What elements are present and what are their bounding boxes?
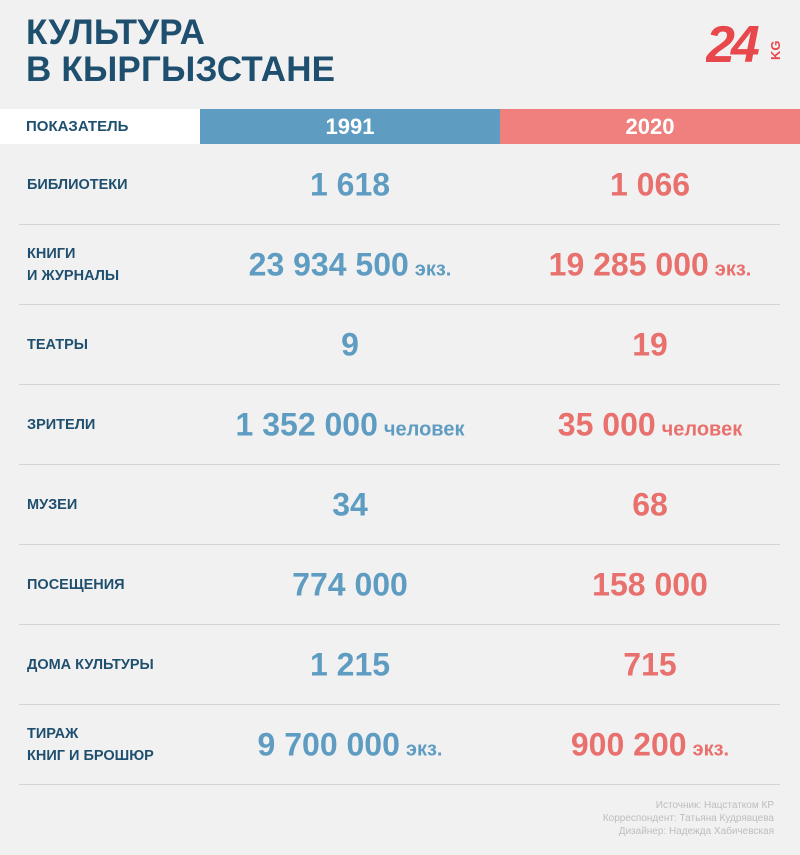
value-2020-number: 1 066 xyxy=(609,166,691,202)
header-indicator: ПОКАЗАТЕЛЬ xyxy=(0,109,200,144)
value-2020-number: 68 xyxy=(632,486,668,522)
title-line-1: КУЛЬТУРА xyxy=(26,13,206,52)
row-label-line: КНИГИ xyxy=(27,245,76,262)
value-2020: 68 xyxy=(632,486,668,523)
logo-number: 24 xyxy=(706,18,760,66)
table-row: ТЕАТРЫ 9 19 xyxy=(19,305,780,385)
value-2020-number: 19 285 000 xyxy=(548,246,709,282)
value-1991: 1 215 xyxy=(310,646,390,683)
value-1991: 1 352 000 человек xyxy=(236,406,465,443)
row-label: ДОМА КУЛЬТУРЫ xyxy=(27,654,154,676)
value-2020: 900 200 экз. xyxy=(571,726,729,763)
table-row: КНИГИ И ЖУРНАЛЫ 23 934 500 экз. 19 285 000 эк… xyxy=(19,225,780,305)
row-label-line: ТИРАЖ xyxy=(27,725,79,742)
value-2020-number: 19 xyxy=(632,326,668,362)
value-2020-unit: экз. xyxy=(692,738,730,760)
value-2020-number: 900 200 xyxy=(570,726,687,762)
row-label: ТИРАЖ КНИГ И БРОШЮР xyxy=(27,723,154,767)
value-1991-number: 1 215 xyxy=(309,646,391,682)
table-row: БИБЛИОТЕКИ 1 618 1 066 xyxy=(19,145,780,225)
table-row: ТИРАЖ КНИГ И БРОШЮР 9 700 000 экз. 900 200 эк… xyxy=(19,705,780,785)
value-1991: 34 xyxy=(332,486,368,523)
credit-correspondent: Корреспондент: Татьяна Кудрявцева xyxy=(602,813,774,824)
value-2020: 158 000 xyxy=(592,566,708,603)
value-2020: 1 066 xyxy=(610,166,690,203)
value-2020-number: 158 000 xyxy=(592,566,708,602)
value-2020: 715 xyxy=(623,646,676,683)
value-1991-number: 1 618 xyxy=(309,166,391,202)
value-2020: 35 000 человек xyxy=(558,406,742,443)
value-1991-unit: человек xyxy=(383,418,465,440)
value-1991-number: 23 934 500 xyxy=(248,246,409,282)
value-2020: 19 285 000 экз. xyxy=(549,246,752,283)
page-title: КУЛЬТУРА В КЫРГЫЗСТАНЕ xyxy=(26,14,335,88)
value-1991-unit: экз. xyxy=(414,258,452,280)
header-year-1991: 1991 xyxy=(200,109,500,144)
value-1991-unit: экз. xyxy=(405,738,443,760)
value-2020-unit: человек xyxy=(661,418,743,440)
row-label: ТЕАТРЫ xyxy=(27,334,88,356)
table-row: МУЗЕИ 34 68 xyxy=(19,465,780,545)
logo-suffix: KG xyxy=(768,41,783,61)
table-header: ПОКАЗАТЕЛЬ 1991 2020 xyxy=(0,109,800,144)
table-row: ПОСЕЩЕНИЯ 774 000 158 000 xyxy=(19,545,780,625)
table-row: ДОМА КУЛЬТУРЫ 1 215 715 xyxy=(19,625,780,705)
value-1991: 23 934 500 экз. xyxy=(249,246,452,283)
row-label: КНИГИ И ЖУРНАЛЫ xyxy=(27,243,119,287)
value-1991: 9 700 000 экз. xyxy=(258,726,443,763)
value-1991: 774 000 xyxy=(292,566,408,603)
value-2020: 19 xyxy=(632,326,668,363)
value-1991-number: 9 700 000 xyxy=(257,726,400,762)
row-label-line: И ЖУРНАЛЫ xyxy=(27,267,120,284)
value-2020-number: 715 xyxy=(623,646,677,682)
24kg-logo: 24 KG xyxy=(706,18,783,66)
credits: Источник: Нацстатком КР Корреспондент: Т… xyxy=(603,799,774,838)
credit-source: Источник: Нацстатком КР xyxy=(655,800,774,811)
value-1991-number: 34 xyxy=(332,486,368,522)
row-label-line: ДОМА КУЛЬТУРЫ xyxy=(27,656,154,673)
credit-designer: Дизайнер: Надежда Хабичевская xyxy=(618,826,774,837)
row-label-line: ЗРИТЕЛИ xyxy=(27,416,96,433)
row-label: МУЗЕИ xyxy=(27,494,77,516)
value-1991-number: 1 352 000 xyxy=(235,406,378,442)
value-2020-unit: экз. xyxy=(714,258,752,280)
header-year-2020: 2020 xyxy=(500,109,800,144)
row-label-line: МУЗЕИ xyxy=(27,496,78,513)
value-1991: 9 xyxy=(341,326,359,363)
row-label-line: КНИГ И БРОШЮР xyxy=(27,747,154,764)
row-label-line: БИБЛИОТЕКИ xyxy=(27,176,128,193)
table-row: ЗРИТЕЛИ 1 352 000 человек 35 000 человек xyxy=(19,385,780,465)
row-label-line: ТЕАТРЫ xyxy=(27,336,89,353)
title-line-2: В КЫРГЫЗСТАНЕ xyxy=(26,50,336,89)
row-label: ЗРИТЕЛИ xyxy=(27,414,95,436)
value-2020-number: 35 000 xyxy=(557,406,656,442)
value-1991-number: 774 000 xyxy=(292,566,408,602)
value-1991: 1 618 xyxy=(310,166,390,203)
value-1991-number: 9 xyxy=(341,326,359,362)
row-label: ПОСЕЩЕНИЯ xyxy=(27,574,125,596)
row-label-line: ПОСЕЩЕНИЯ xyxy=(27,576,125,593)
row-label: БИБЛИОТЕКИ xyxy=(27,174,128,196)
